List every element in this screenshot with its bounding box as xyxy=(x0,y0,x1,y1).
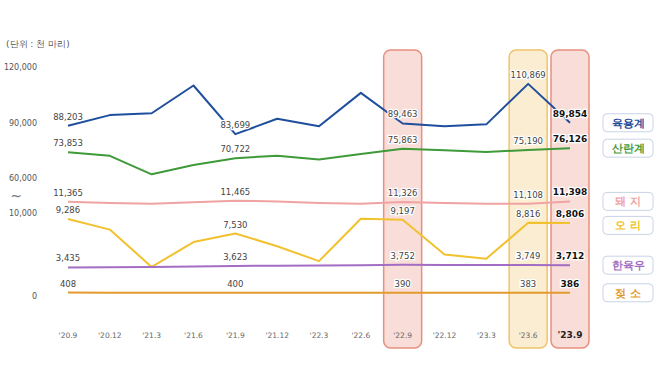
legend-label: 돼 지 xyxy=(615,195,641,208)
data-label: 9,197 xyxy=(390,206,414,216)
data-label: 400 xyxy=(227,279,243,289)
data-label: 3,435 xyxy=(56,253,80,263)
data-label: 7,530 xyxy=(223,220,247,230)
legend-label: 젖 소 xyxy=(615,287,641,300)
x-tick-label: '23.3 xyxy=(477,331,496,340)
legend-label: 오 리 xyxy=(615,219,641,232)
y-ticks: 0 10,000 60,000 90,000 120,000 xyxy=(4,63,37,301)
highlight-box xyxy=(384,50,422,348)
legend-box xyxy=(603,139,653,157)
x-tick-label: '22.6 xyxy=(351,331,370,340)
legend-box xyxy=(603,284,653,302)
data-label: 9,286 xyxy=(56,205,80,215)
legend-box xyxy=(603,192,653,210)
data-label: 89,854 xyxy=(553,109,588,119)
series-line xyxy=(68,219,570,267)
x-tick-label: '21.6 xyxy=(184,331,203,340)
data-labels: 88,203 83,699 89,463 110,869 89,854 73,853 70,… xyxy=(53,70,587,289)
data-label: 390 xyxy=(395,279,411,289)
data-label: 11,326 xyxy=(388,188,418,198)
data-label: 11,108 xyxy=(513,190,543,200)
data-label: 8,806 xyxy=(556,209,584,219)
x-tick-label: '23.9 xyxy=(558,330,583,340)
data-label: 3,749 xyxy=(516,251,540,261)
x-tick-label: '22.9 xyxy=(393,331,412,340)
axis-break: ~ xyxy=(10,188,22,204)
y-tick-label: 10,000 xyxy=(9,209,37,218)
data-label: 3,712 xyxy=(556,251,584,261)
legend-label: 육용계 xyxy=(612,117,645,130)
y-tick-label: 0 xyxy=(32,292,37,301)
y-label: (단위 : 천 마리) xyxy=(6,39,70,49)
series-line xyxy=(68,148,570,174)
x-tick-label: '22.12 xyxy=(433,331,457,340)
legend-label: 산란계 xyxy=(612,142,645,155)
data-label: 383 xyxy=(520,279,536,289)
data-label: 88,203 xyxy=(53,112,83,122)
x-tick-label: '22.3 xyxy=(310,331,329,340)
y-tick-label: 90,000 xyxy=(9,119,37,128)
chart: (단위 : 천 마리) 0 10,000 60,000 90,000 120,000 ~ '2… xyxy=(0,0,658,370)
highlight-box xyxy=(551,50,589,348)
data-label: 110,869 xyxy=(511,70,546,80)
data-label: 3,623 xyxy=(223,252,247,262)
legend: 육용계산란계돼 지오 리한육우젖 소 xyxy=(603,114,653,302)
legend-box xyxy=(603,114,653,132)
data-label: 11,398 xyxy=(553,187,588,197)
legend-label: 한육우 xyxy=(612,259,645,272)
x-tick-label: '20.12 xyxy=(98,331,122,340)
series-line xyxy=(68,84,570,134)
lines xyxy=(68,84,570,293)
legend-box xyxy=(603,256,653,274)
data-label: 75,190 xyxy=(513,136,543,146)
series-line xyxy=(68,265,570,268)
x-tick-label: '21.9 xyxy=(226,331,245,340)
series-line xyxy=(68,292,570,294)
data-label: 70,722 xyxy=(220,144,250,154)
data-label: 408 xyxy=(60,279,76,289)
x-tick-label: '23.6 xyxy=(519,331,538,340)
data-label: 83,699 xyxy=(220,120,250,130)
data-label: 89,463 xyxy=(388,109,418,119)
x-tick-label: '20.9 xyxy=(59,331,78,340)
data-label: 8,816 xyxy=(516,209,540,219)
x-tick-label: '21.12 xyxy=(265,331,289,340)
highlight-box xyxy=(509,50,547,348)
series-line xyxy=(68,201,570,204)
data-label: 386 xyxy=(561,279,580,289)
data-label: 76,126 xyxy=(553,134,588,144)
data-label: 11,465 xyxy=(220,187,250,197)
data-label: 11,365 xyxy=(53,188,83,198)
x-labels: '20.9 '20.12 '21.3 '21.6 '21.9 '21.12 '22.3 '22… xyxy=(59,330,583,340)
data-label: 3,752 xyxy=(390,251,414,261)
y-tick-label: 60,000 xyxy=(9,174,37,183)
y-tick-label: 120,000 xyxy=(4,63,37,72)
data-label: 73,853 xyxy=(53,138,83,148)
x-tick-label: '21.3 xyxy=(142,331,161,340)
legend-box xyxy=(603,216,653,234)
highlights xyxy=(384,50,589,348)
data-label: 75,863 xyxy=(388,135,418,145)
